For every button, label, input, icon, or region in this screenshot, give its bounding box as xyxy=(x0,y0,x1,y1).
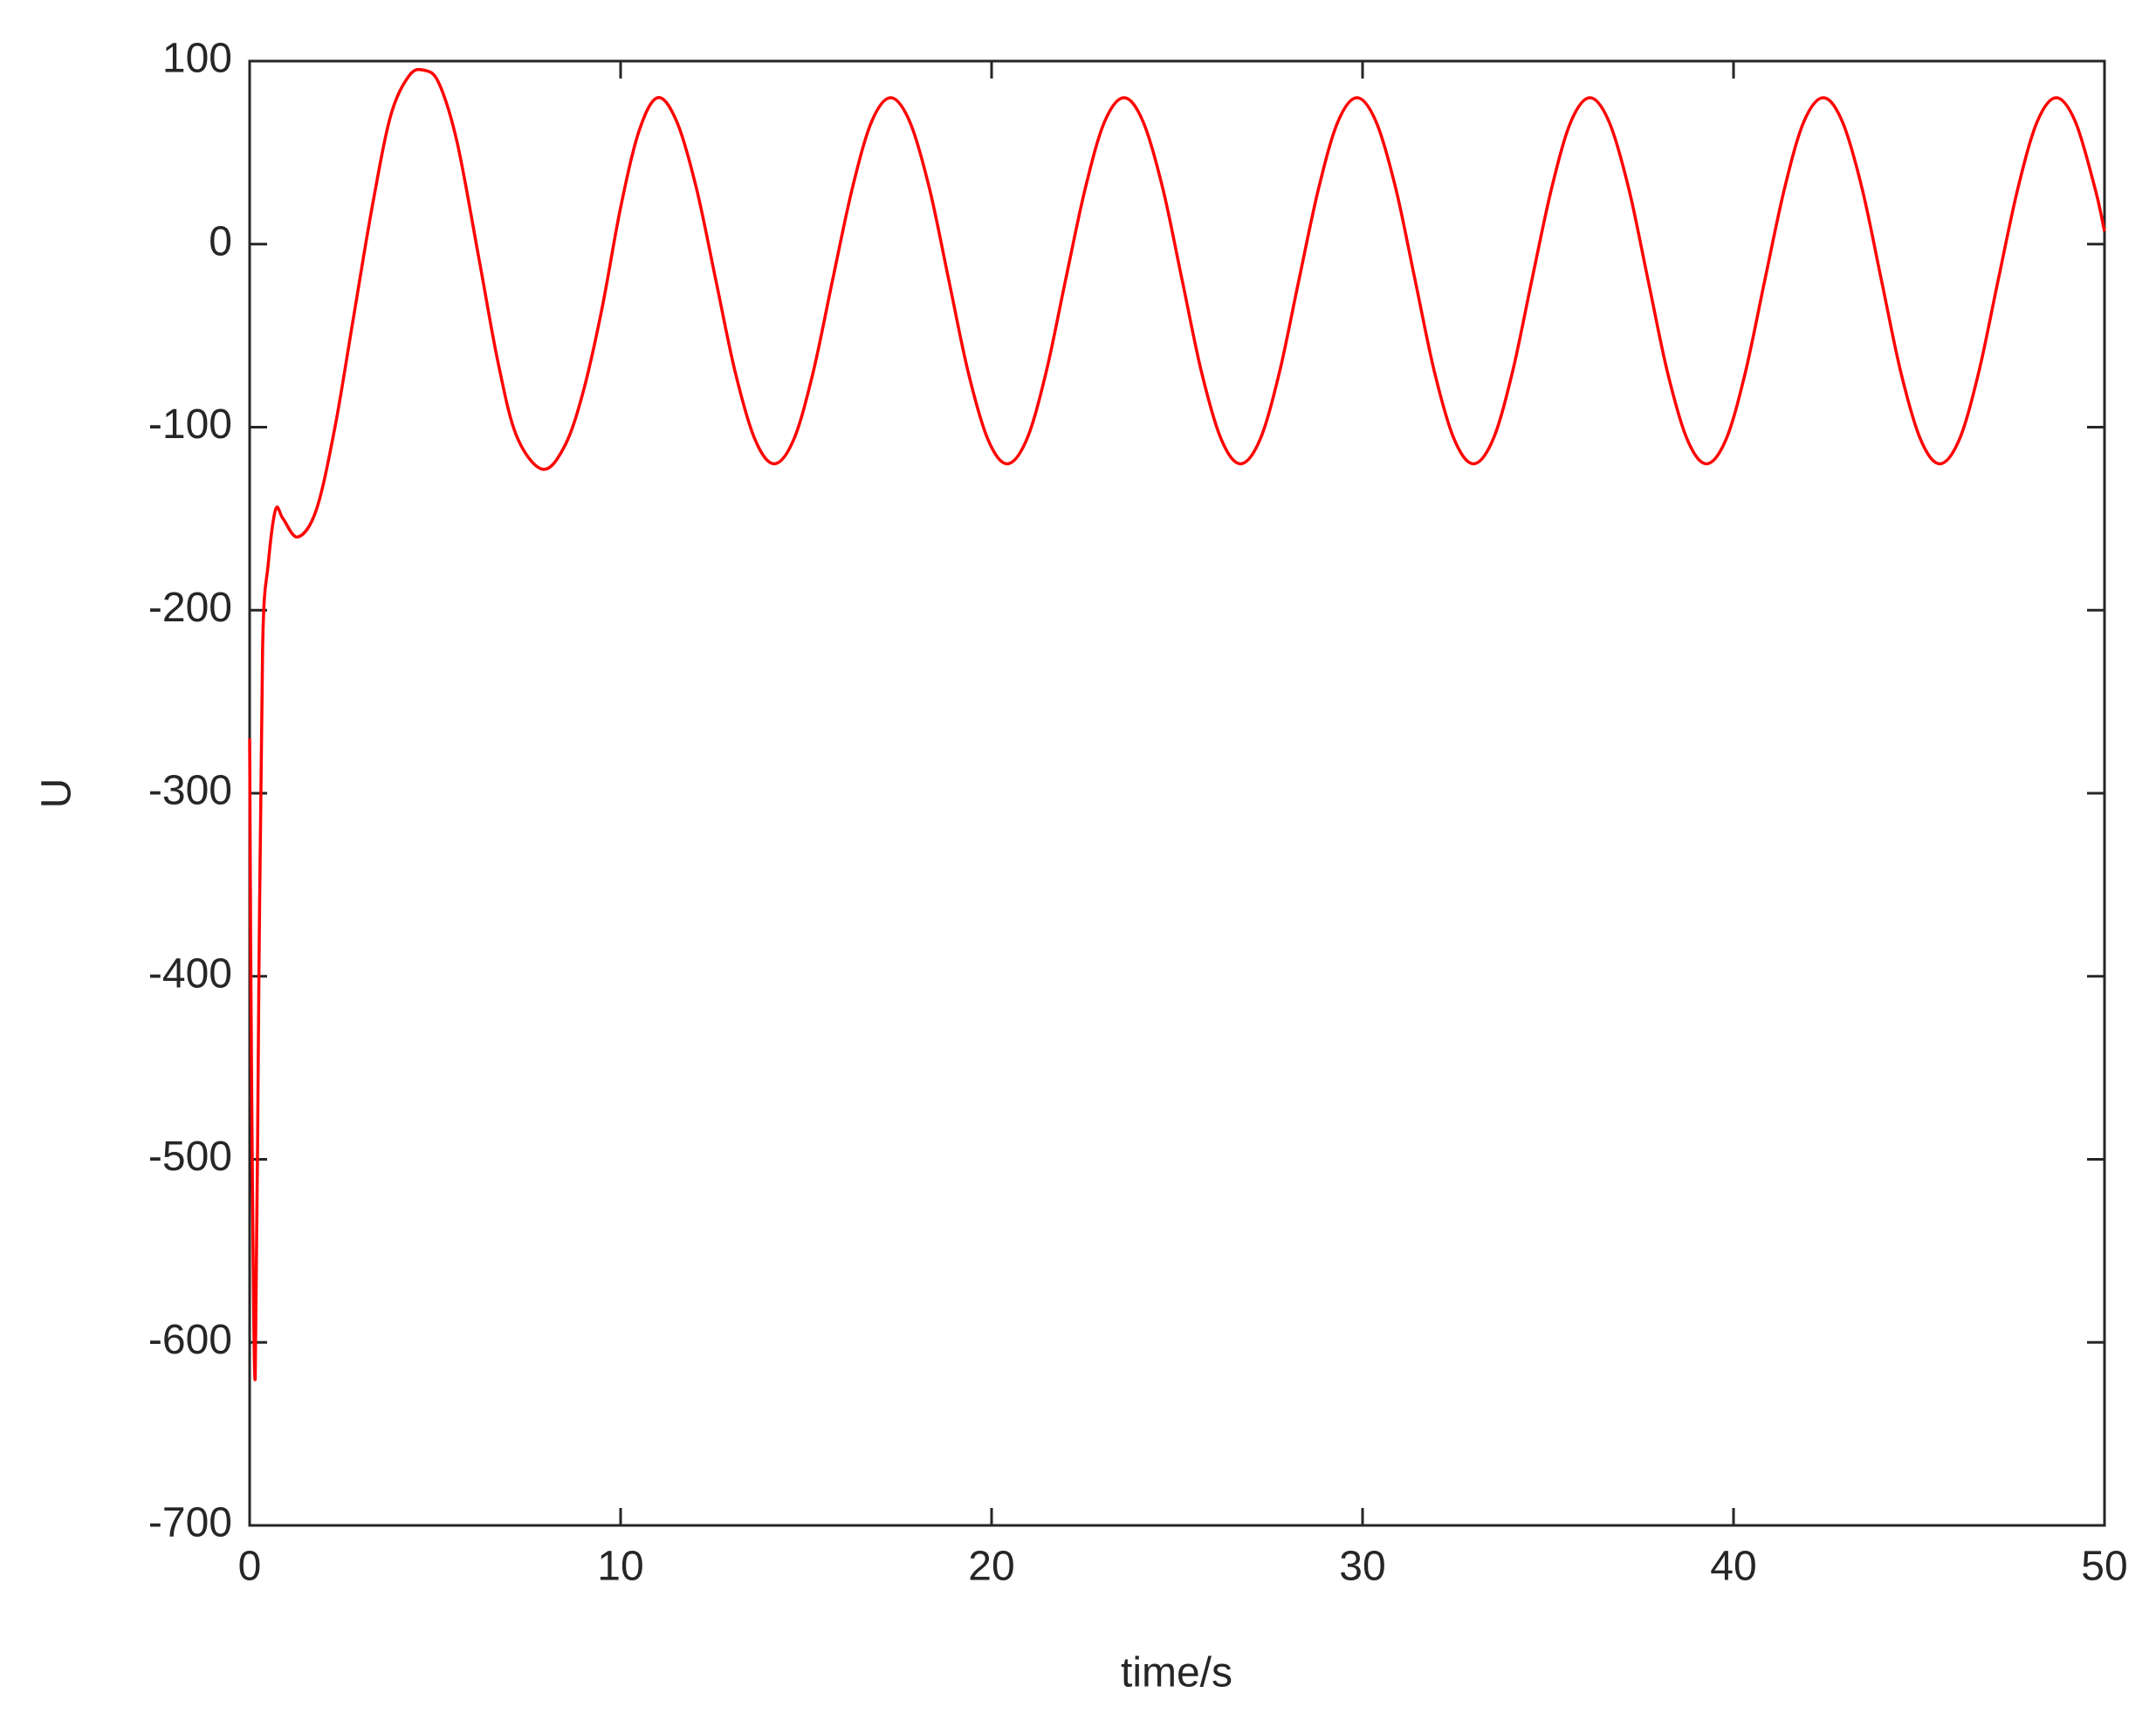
y-tick-label: 0 xyxy=(209,218,232,264)
y-tick-label: -500 xyxy=(148,1134,232,1180)
x-tick-label: 40 xyxy=(1710,1544,1756,1590)
x-tick-label: 10 xyxy=(597,1544,643,1590)
x-tick-label: 30 xyxy=(1339,1544,1385,1590)
data-line xyxy=(248,67,2106,1381)
x-axis-label: time/s xyxy=(1121,1650,1232,1696)
plot-frame xyxy=(248,59,2106,1527)
x-tick-label: 50 xyxy=(2081,1544,2127,1590)
y-axis-label: U xyxy=(34,778,80,809)
y-tick-label: -300 xyxy=(148,768,232,814)
y-tick-label: -100 xyxy=(148,401,232,448)
x-tick-label: 20 xyxy=(968,1544,1014,1590)
y-tick-label: -700 xyxy=(148,1500,232,1546)
y-tick-label: -400 xyxy=(148,950,232,997)
y-tick-label: -600 xyxy=(148,1317,232,1363)
y-tick-label: -200 xyxy=(148,585,232,631)
y-tick-label: 100 xyxy=(162,36,232,82)
x-tick-label: 0 xyxy=(238,1544,262,1590)
